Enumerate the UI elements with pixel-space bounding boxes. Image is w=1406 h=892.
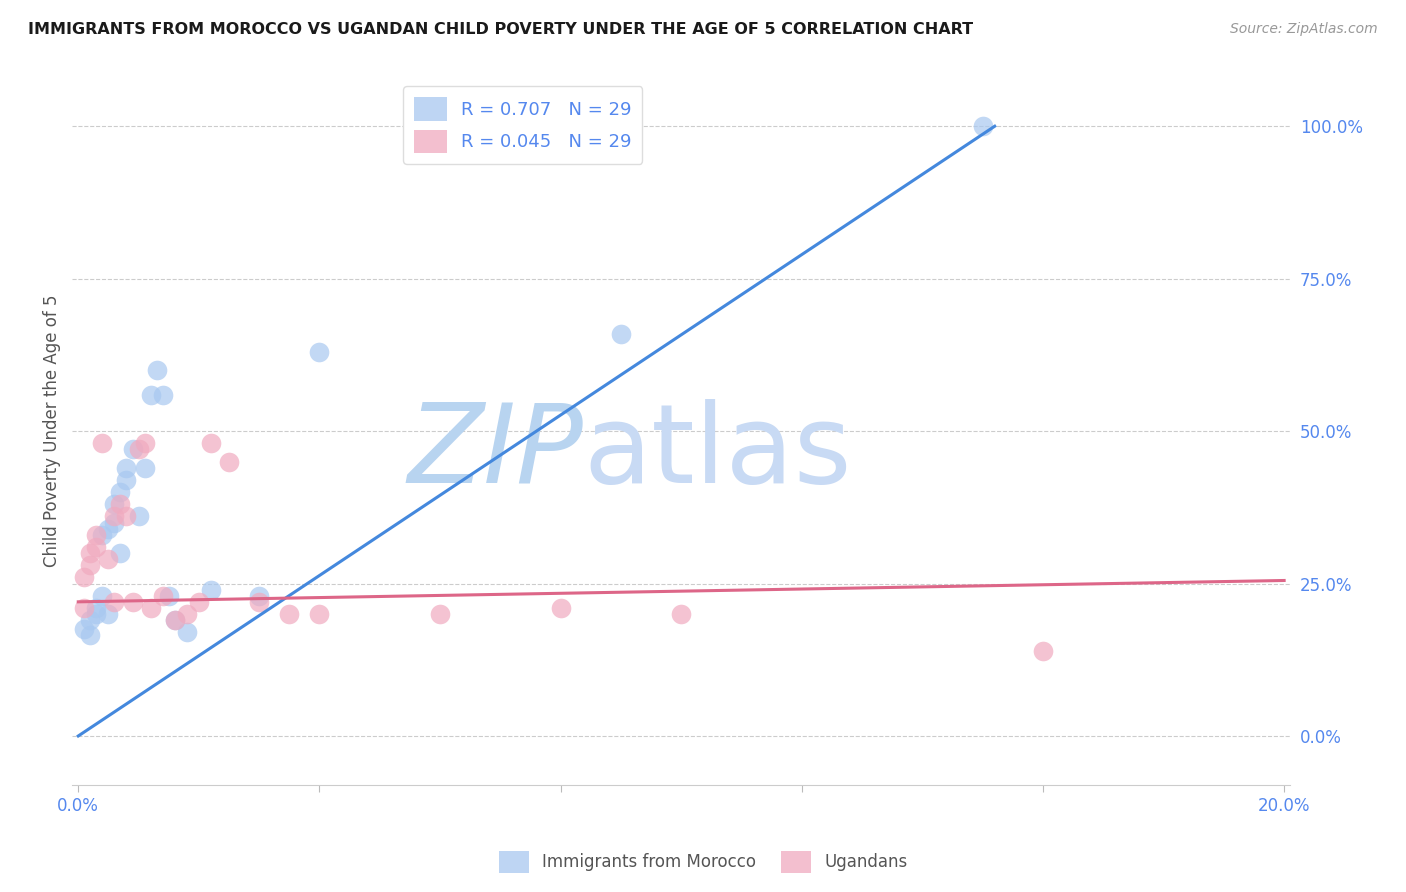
Point [278,607,301,621]
Legend: Immigrants from Morocco, Ugandans: Immigrants from Morocco, Ugandans [492,845,914,880]
Point [79,613,101,627]
Point [110,485,132,500]
Point [97,607,120,621]
Legend: R = 0.707   N = 29, R = 0.045   N = 29: R = 0.707 N = 29, R = 0.045 N = 29 [404,87,643,163]
Text: Source: ZipAtlas.com: Source: ZipAtlas.com [1230,22,1378,37]
Point [134,460,156,475]
Point [110,497,132,511]
Point [134,436,156,450]
Point [91,589,114,603]
Point [200,582,222,597]
Point [73,601,96,615]
Point [103,595,125,609]
Point [91,436,114,450]
Point [79,546,101,560]
Point [86,601,108,615]
Point [103,497,125,511]
Point [610,326,633,341]
Point [972,120,994,134]
Point [176,607,198,621]
Point [128,509,150,524]
Point [79,628,101,642]
Point [247,589,270,603]
Point [103,516,125,530]
Point [247,595,270,609]
Point [103,509,125,524]
Point [163,613,186,627]
Text: atlas: atlas [583,399,852,506]
Point [128,442,150,457]
Point [97,552,120,566]
Point [550,601,572,615]
Point [176,625,198,640]
Point [145,363,167,377]
Point [187,595,209,609]
Point [115,460,138,475]
Point [110,546,132,560]
Point [115,509,138,524]
Text: IMMIGRANTS FROM MOROCCO VS UGANDAN CHILD POVERTY UNDER THE AGE OF 5 CORRELATION : IMMIGRANTS FROM MOROCCO VS UGANDAN CHILD… [28,22,973,37]
Point [152,387,174,401]
Point [121,595,143,609]
Point [152,589,174,603]
Point [308,607,330,621]
Point [200,436,222,450]
Point [163,613,186,627]
Point [79,558,101,573]
Point [139,601,162,615]
Point [86,528,108,542]
Point [139,387,162,401]
Point [97,522,120,536]
Point [1032,643,1054,657]
Point [157,589,180,603]
Point [669,607,692,621]
Point [73,622,96,636]
Point [218,454,240,468]
Text: ZIP: ZIP [408,399,583,506]
Point [91,528,114,542]
Point [308,344,330,359]
Y-axis label: Child Poverty Under the Age of 5: Child Poverty Under the Age of 5 [44,295,60,567]
Point [115,473,138,487]
Point [86,607,108,621]
Point [73,570,96,584]
Point [429,607,451,621]
Point [121,442,143,457]
Point [86,540,108,554]
